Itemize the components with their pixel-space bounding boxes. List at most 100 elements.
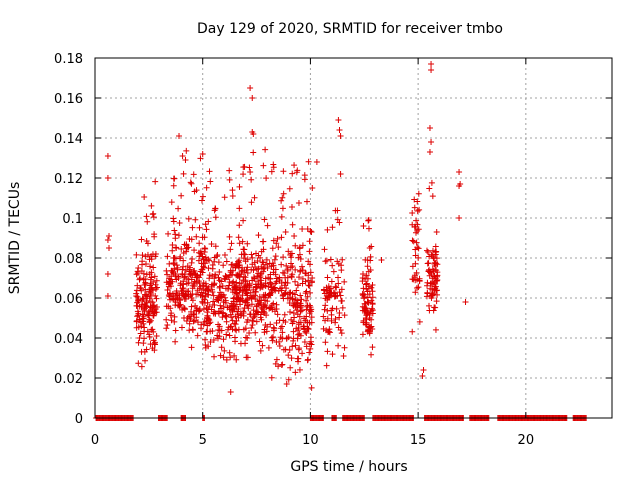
data-point xyxy=(151,339,158,346)
data-point xyxy=(245,305,252,312)
data-point xyxy=(308,306,315,313)
data-point xyxy=(258,308,265,315)
data-point xyxy=(287,364,294,371)
data-point xyxy=(409,263,416,270)
data-point xyxy=(264,265,271,271)
data-point xyxy=(258,283,265,290)
data-point xyxy=(291,162,298,169)
data-point xyxy=(135,339,142,346)
data-point xyxy=(199,253,206,260)
data-point xyxy=(332,283,339,290)
data-point xyxy=(269,260,276,267)
data-point xyxy=(171,227,178,234)
data-point xyxy=(368,323,375,330)
data-point xyxy=(143,292,150,299)
data-point xyxy=(229,326,236,333)
data-point xyxy=(208,281,215,288)
data-point xyxy=(164,253,171,260)
data-point xyxy=(260,259,267,266)
data-series xyxy=(104,61,469,395)
data-point xyxy=(133,251,140,258)
data-point xyxy=(252,288,259,295)
data-point xyxy=(252,329,259,336)
data-point xyxy=(325,294,332,301)
data-point xyxy=(184,288,191,295)
data-point xyxy=(240,246,247,253)
data-point xyxy=(142,276,149,283)
data-point xyxy=(145,312,152,319)
data-point xyxy=(327,256,334,263)
data-point xyxy=(172,255,179,262)
data-point xyxy=(248,199,255,206)
data-point xyxy=(291,300,298,307)
data-point xyxy=(283,335,290,342)
data-point xyxy=(148,280,155,287)
data-point xyxy=(209,289,216,296)
data-point xyxy=(409,210,416,217)
data-point xyxy=(240,171,247,178)
data-point xyxy=(175,205,182,212)
data-point xyxy=(224,304,231,311)
data-point xyxy=(322,317,329,324)
data-point xyxy=(244,256,251,263)
data-point xyxy=(244,335,251,342)
data-point xyxy=(148,202,155,209)
data-point xyxy=(365,216,372,223)
data-point xyxy=(321,246,328,253)
data-point xyxy=(336,314,343,321)
data-point xyxy=(265,344,272,351)
data-point xyxy=(266,291,273,298)
data-point xyxy=(416,206,423,213)
data-point xyxy=(189,272,196,279)
data-point xyxy=(149,299,156,306)
data-point xyxy=(414,208,421,215)
data-point xyxy=(247,85,254,91)
data-point xyxy=(292,342,299,349)
data-point xyxy=(293,169,300,176)
data-point xyxy=(213,253,220,260)
data-point xyxy=(322,295,329,302)
data-point xyxy=(142,286,149,293)
data-point xyxy=(153,303,160,310)
data-point xyxy=(287,309,294,316)
data-point xyxy=(138,236,145,243)
data-point xyxy=(236,205,243,212)
data-point xyxy=(226,282,233,289)
data-point xyxy=(429,266,436,273)
data-point xyxy=(206,257,213,264)
data-point xyxy=(363,280,370,287)
data-point xyxy=(164,322,171,329)
data-point xyxy=(217,293,224,300)
data-point xyxy=(141,194,148,201)
data-point xyxy=(215,310,222,317)
data-point xyxy=(261,310,268,317)
data-point xyxy=(295,254,302,261)
data-point xyxy=(337,133,344,139)
data-point xyxy=(149,326,156,333)
x-axis-label: GPS time / hours xyxy=(290,459,407,475)
data-point xyxy=(141,282,148,289)
data-point xyxy=(146,318,153,325)
chart-title: Day 129 of 2020, SRMTID for receiver tmb… xyxy=(197,21,503,37)
data-point xyxy=(188,308,195,315)
data-point xyxy=(141,306,148,313)
data-point xyxy=(178,192,185,199)
data-point xyxy=(206,272,213,279)
data-point xyxy=(193,233,200,240)
data-point xyxy=(429,193,436,200)
data-point xyxy=(258,263,265,270)
data-point xyxy=(274,311,281,318)
data-point xyxy=(235,258,242,265)
data-point xyxy=(189,297,196,304)
data-point xyxy=(268,168,275,175)
data-point xyxy=(226,176,233,183)
data-point xyxy=(139,252,146,259)
data-point xyxy=(167,305,174,312)
data-point xyxy=(273,240,280,247)
data-point xyxy=(233,356,240,363)
data-point xyxy=(324,226,331,233)
data-point xyxy=(235,326,242,333)
data-point xyxy=(332,315,339,322)
data-point xyxy=(429,290,436,297)
data-point xyxy=(172,327,179,334)
